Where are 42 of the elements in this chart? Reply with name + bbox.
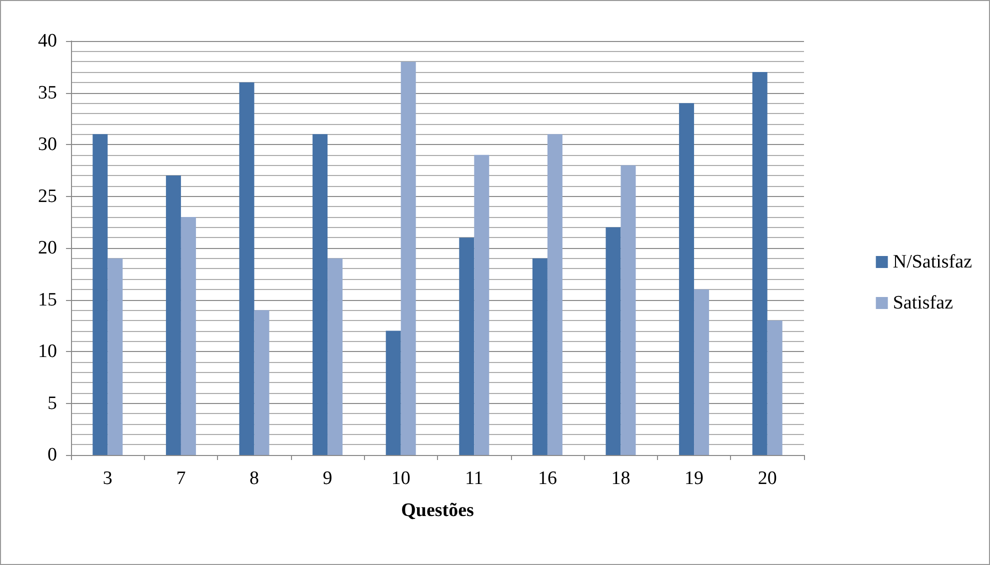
bar: [312, 134, 328, 455]
bar: [767, 320, 782, 455]
bar: [694, 289, 710, 455]
x-axis-title: Questões: [401, 500, 474, 521]
y-tick-label: 30: [38, 134, 57, 155]
y-tick-label: 0: [48, 444, 57, 466]
bar: [92, 134, 108, 455]
legend-label: Satisfaz: [892, 292, 954, 314]
bar: [606, 227, 621, 455]
legend-label: N/Satisfaz: [892, 252, 972, 272]
y-tick-label: 35: [38, 82, 57, 104]
y-tick-label: 15: [38, 289, 57, 310]
y-tick-label: 5: [48, 392, 57, 414]
y-tick-label: 10: [38, 341, 57, 362]
bar: [620, 165, 636, 455]
bar: [166, 176, 181, 455]
y-tick-label: 40: [38, 30, 57, 52]
x-tick-label: 20: [758, 468, 777, 489]
bar: [679, 103, 694, 455]
bar: [474, 154, 490, 455]
bar: [254, 310, 270, 455]
bar: [239, 82, 254, 455]
x-tick-label: 18: [611, 468, 630, 489]
bar: [547, 134, 562, 455]
bar: [328, 258, 343, 455]
bar: [386, 330, 401, 455]
bar: [400, 62, 416, 455]
y-tick-label: 25: [38, 186, 57, 207]
bar: [752, 72, 768, 455]
x-tick-label: 19: [684, 468, 704, 489]
bar: [532, 258, 548, 455]
x-tick-label: 9: [322, 468, 332, 489]
y-tick-label: 20: [38, 238, 57, 258]
bar: [108, 258, 123, 455]
x-tick-label: 8: [250, 468, 259, 489]
bar: [180, 216, 196, 455]
x-tick-label: 10: [391, 468, 410, 489]
x-tick-label: 3: [102, 468, 112, 489]
bar: [459, 238, 474, 455]
x-tick-label: 16: [538, 468, 557, 489]
x-tick-label: 7: [176, 468, 186, 489]
x-tick-label: 11: [465, 468, 484, 489]
